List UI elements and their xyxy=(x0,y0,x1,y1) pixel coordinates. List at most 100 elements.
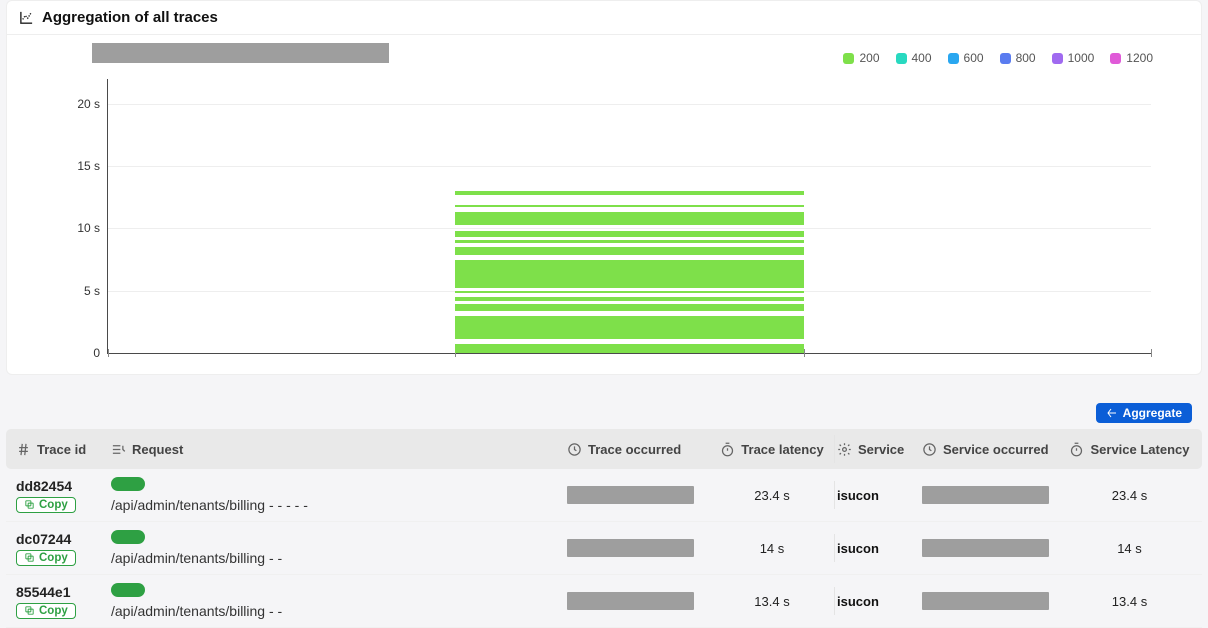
cell-request: /api/admin/tenants/billing - - xyxy=(111,530,567,566)
table-header: Trace id Request Trace occurred Trace la… xyxy=(6,429,1202,469)
copy-label: Copy xyxy=(39,499,68,511)
col-header-trace-latency[interactable]: Trace latency xyxy=(712,442,832,457)
request-path: /api/admin/tenants/billing - - xyxy=(111,550,282,566)
panel-title: Aggregation of all traces xyxy=(42,9,218,26)
col-header-service-occurred[interactable]: Service occurred xyxy=(922,442,1067,457)
redacted-value xyxy=(567,539,694,557)
trace-latency-value: 14 s xyxy=(760,541,785,556)
cell-trace-occurred xyxy=(567,592,712,610)
aggregate-label: Aggregate xyxy=(1123,406,1182,420)
legend-label: 1200 xyxy=(1126,51,1153,65)
cell-traceid: dd82454Copy xyxy=(16,478,111,513)
stopwatch-icon xyxy=(1069,442,1084,457)
chart-plot-area: 05 s10 s15 s20 s xyxy=(107,79,1151,354)
trace-latency-value: 23.4 s xyxy=(754,488,789,503)
legend-swatch xyxy=(1000,53,1011,64)
chart-legend: 200 400 600 800 1000 1200 xyxy=(843,51,1153,65)
col-header-trace-occurred[interactable]: Trace occurred xyxy=(567,442,712,457)
legend-item[interactable]: 400 xyxy=(896,51,932,65)
request-icon xyxy=(111,442,126,457)
hash-icon xyxy=(16,442,31,457)
legend-label: 600 xyxy=(964,51,984,65)
copy-label: Copy xyxy=(39,552,68,564)
traceid-value: 85544e1 xyxy=(16,584,71,600)
x-axis-tick xyxy=(108,349,109,357)
legend-label: 800 xyxy=(1016,51,1036,65)
chart-axes: 05 s10 s15 s20 s xyxy=(107,79,1151,354)
traceid-value: dc07244 xyxy=(16,531,71,547)
service-value: isucon xyxy=(837,594,879,609)
redacted-value xyxy=(922,592,1049,610)
chart-stripe xyxy=(455,316,803,340)
service-latency-value: 13.4 s xyxy=(1112,594,1147,609)
cell-traceid: dc07244 Copy xyxy=(16,531,111,566)
cell-service-latency: 14 s xyxy=(1067,541,1192,556)
chart-stripe xyxy=(455,297,803,301)
stopwatch-icon xyxy=(720,442,735,457)
bars-region xyxy=(455,79,803,353)
copy-label: Copy xyxy=(39,605,68,617)
copy-button[interactable]: Copy xyxy=(16,603,76,619)
redacted-value xyxy=(922,539,1049,557)
chart-stripe xyxy=(455,247,803,254)
legend-swatch xyxy=(1110,53,1121,64)
service-value: isucon xyxy=(837,541,879,556)
chart-stripe xyxy=(455,191,803,195)
legend-item[interactable]: 600 xyxy=(948,51,984,65)
y-axis-label: 5 s xyxy=(84,284,108,298)
copy-button[interactable]: Copy xyxy=(16,550,76,566)
legend-swatch xyxy=(843,53,854,64)
legend-label: 400 xyxy=(912,51,932,65)
table-row[interactable]: dd82454Copy/api/admin/tenants/billing - … xyxy=(6,469,1202,522)
chart-container: 200 400 600 800 1000 1200 05 s10 s15 s20 s xyxy=(7,35,1201,354)
legend-swatch xyxy=(948,53,959,64)
cell-service-occurred xyxy=(922,592,1067,610)
trace-latency-value: 13.4 s xyxy=(754,594,789,609)
status-pill xyxy=(111,477,145,491)
cell-request: /api/admin/tenants/billing - - - - - xyxy=(111,477,567,513)
legend-label: 200 xyxy=(859,51,879,65)
copy-button[interactable]: Copy xyxy=(16,497,76,513)
chart-stripe xyxy=(455,205,803,207)
cell-traceid: 85544e1 Copy xyxy=(16,584,111,619)
aggregate-button[interactable]: Aggregate xyxy=(1096,403,1192,423)
y-axis-label: 10 s xyxy=(77,221,108,235)
aggregate-row: Aggregate xyxy=(0,399,1208,429)
table-row[interactable]: dc07244 Copy/api/admin/tenants/billing - … xyxy=(6,522,1202,575)
aggregate-icon xyxy=(1106,407,1118,419)
status-pill xyxy=(111,530,145,544)
cell-service-occurred xyxy=(922,486,1067,504)
legend-item[interactable]: 1000 xyxy=(1052,51,1095,65)
cell-request: /api/admin/tenants/billing - - xyxy=(111,583,567,619)
request-path: /api/admin/tenants/billing - - xyxy=(111,603,282,619)
y-axis-label: 20 s xyxy=(77,97,108,111)
cell-service-occurred xyxy=(922,539,1067,557)
redacted-value xyxy=(922,486,1049,504)
legend-item[interactable]: 1200 xyxy=(1110,51,1153,65)
legend-item[interactable]: 800 xyxy=(1000,51,1036,65)
cell-trace-latency: 13.4 s xyxy=(712,594,832,609)
y-axis-label: 0 xyxy=(93,346,108,360)
table-row[interactable]: 85544e1 Copy/api/admin/tenants/billing - … xyxy=(6,575,1202,628)
chart-stripe xyxy=(455,260,803,289)
col-header-request[interactable]: Request xyxy=(111,442,567,457)
cell-trace-latency: 23.4 s xyxy=(712,488,832,503)
chart-stripe xyxy=(455,344,803,353)
chart-icon xyxy=(19,10,34,25)
service-latency-value: 14 s xyxy=(1117,541,1142,556)
x-axis-tick xyxy=(804,349,805,357)
service-value: isucon xyxy=(837,488,879,503)
copy-icon xyxy=(24,552,35,563)
cell-service-latency: 13.4 s xyxy=(1067,594,1192,609)
copy-icon xyxy=(24,605,35,616)
x-axis-tick xyxy=(1151,349,1152,357)
chart-stripe xyxy=(455,212,803,224)
status-pill xyxy=(111,583,145,597)
col-header-traceid[interactable]: Trace id xyxy=(16,442,111,457)
panel-header: Aggregation of all traces xyxy=(7,1,1201,35)
service-latency-value: 23.4 s xyxy=(1112,488,1147,503)
col-header-service-latency[interactable]: Service Latency xyxy=(1067,442,1192,457)
chart-title-redacted xyxy=(92,43,389,63)
legend-item[interactable]: 200 xyxy=(843,51,879,65)
col-header-service[interactable]: Service xyxy=(837,442,922,457)
